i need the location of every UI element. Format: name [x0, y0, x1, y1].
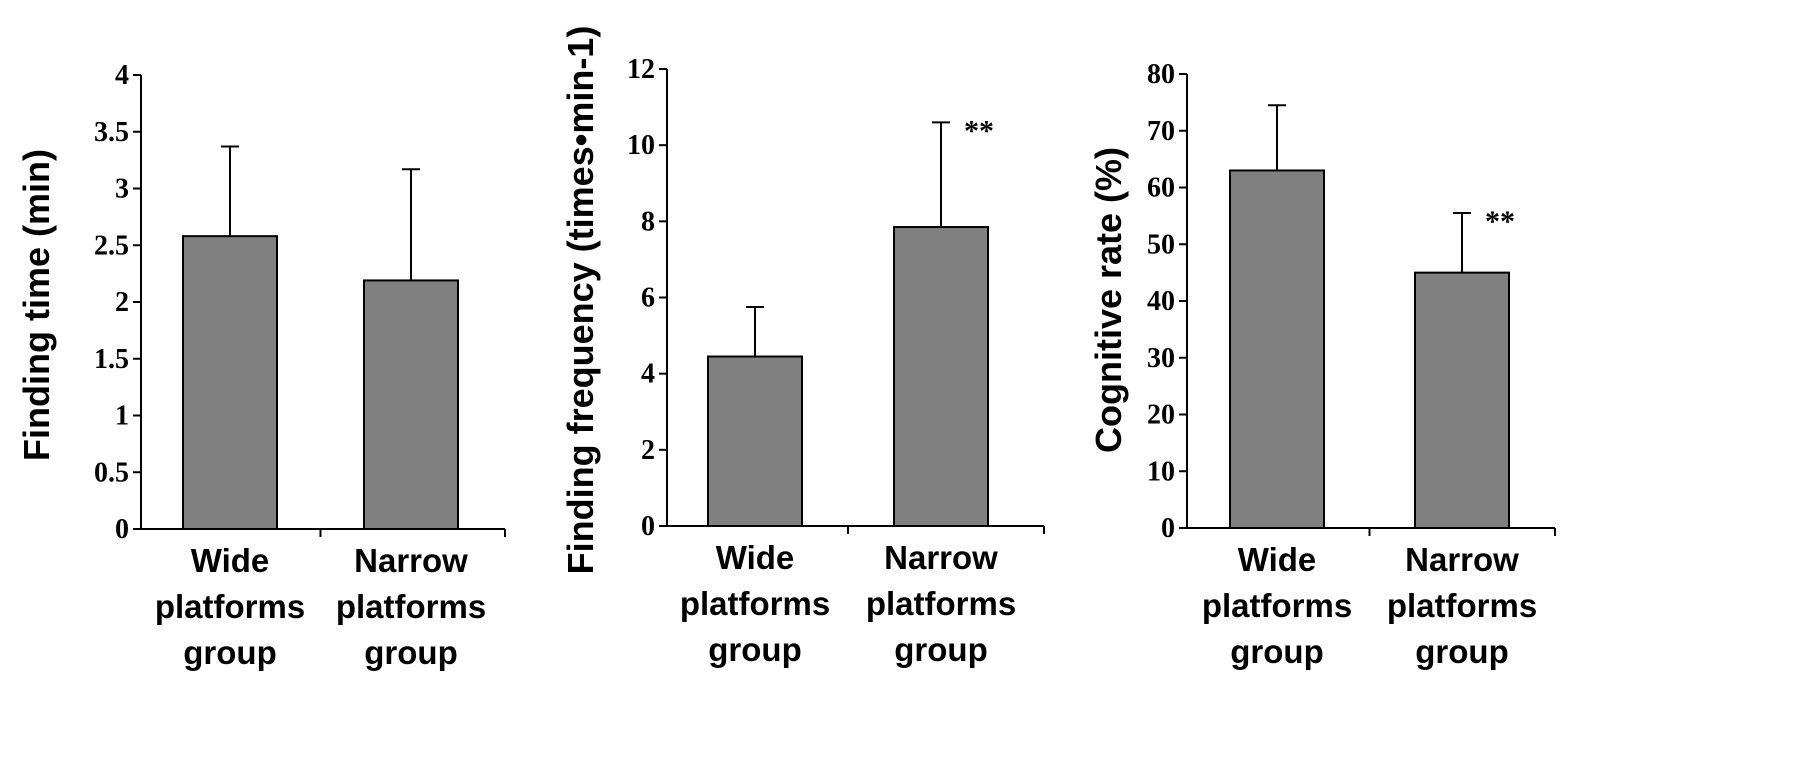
category-label: Narrow: [1405, 541, 1519, 578]
y-tick-label: 80: [1147, 59, 1175, 90]
category-label: platforms: [155, 588, 305, 625]
y-tick-label: 2: [115, 287, 129, 318]
y-tick-label: 2.5: [94, 230, 129, 261]
category-label: group: [1230, 633, 1323, 670]
category-label: platforms: [1387, 587, 1537, 624]
y-tick-label: 20: [1147, 400, 1175, 431]
bar: [363, 279, 459, 530]
y-tick-label: 4: [641, 359, 655, 390]
category-label: Narrow: [884, 539, 998, 576]
bar: [1229, 169, 1325, 529]
chart-panel-3: 0 10 20 30 40 50 60 70 80 Wide platforms group ** Nar…: [1088, 59, 1556, 670]
bar: [707, 355, 803, 528]
category-label: group: [183, 634, 276, 671]
y-tick-label: 3: [115, 174, 129, 205]
y-tick-label: 60: [1147, 173, 1175, 204]
y-tick-label: 10: [1147, 456, 1175, 487]
category-label: Wide: [191, 542, 270, 579]
category-label: Wide: [716, 539, 795, 576]
bar: [182, 235, 278, 530]
y-tick-label: 10: [627, 130, 655, 161]
category-label: platforms: [680, 585, 830, 622]
y-tick-label: 0: [641, 511, 655, 542]
y-tick-label: 8: [641, 206, 655, 237]
category-label: group: [894, 631, 987, 668]
category-label: platforms: [1202, 587, 1352, 624]
y-tick-label: 40: [1147, 286, 1175, 317]
category-label: platforms: [866, 585, 1016, 622]
y-tick-label: 70: [1147, 116, 1175, 147]
bar: [1414, 271, 1510, 529]
y-tick-label: 1.5: [94, 344, 129, 375]
y-tick-label: 2: [641, 435, 655, 466]
y-tick-label: 0: [115, 514, 129, 545]
chart-panel-2: 0 2 4 6 8 10 12 Wide platforms group ** Narrow platf…: [560, 26, 1045, 668]
y-tick-label: 4: [115, 60, 129, 91]
chart-panel-1: 0 0.5 1 1.5 2 2.5 3 3.5 4 Wide platforms group Narro…: [16, 60, 506, 671]
significance-marker: **: [964, 114, 994, 147]
y-tick-label: 3.5: [94, 117, 129, 148]
y-tick-label: 6: [641, 283, 655, 314]
bar: [893, 226, 989, 527]
category-label: group: [1415, 633, 1508, 670]
y-tick-label: 0: [1161, 513, 1175, 544]
y-tick-label: 12: [627, 54, 655, 85]
y-axis-title: Cognitive rate (%): [1088, 147, 1129, 453]
y-tick-label: 50: [1147, 229, 1175, 260]
category-label: Narrow: [354, 542, 468, 579]
significance-marker: **: [1485, 205, 1515, 238]
category-label: platforms: [336, 588, 486, 625]
category-label: Wide: [1238, 541, 1317, 578]
y-axis-title: Finding frequency (times•min-1): [560, 26, 601, 575]
y-tick-label: 0.5: [94, 457, 129, 488]
y-axis-title: Finding time (min): [16, 149, 57, 461]
category-label: group: [708, 631, 801, 668]
y-tick-label: 30: [1147, 343, 1175, 374]
category-label: group: [364, 634, 457, 671]
y-tick-label: 1: [115, 401, 129, 432]
